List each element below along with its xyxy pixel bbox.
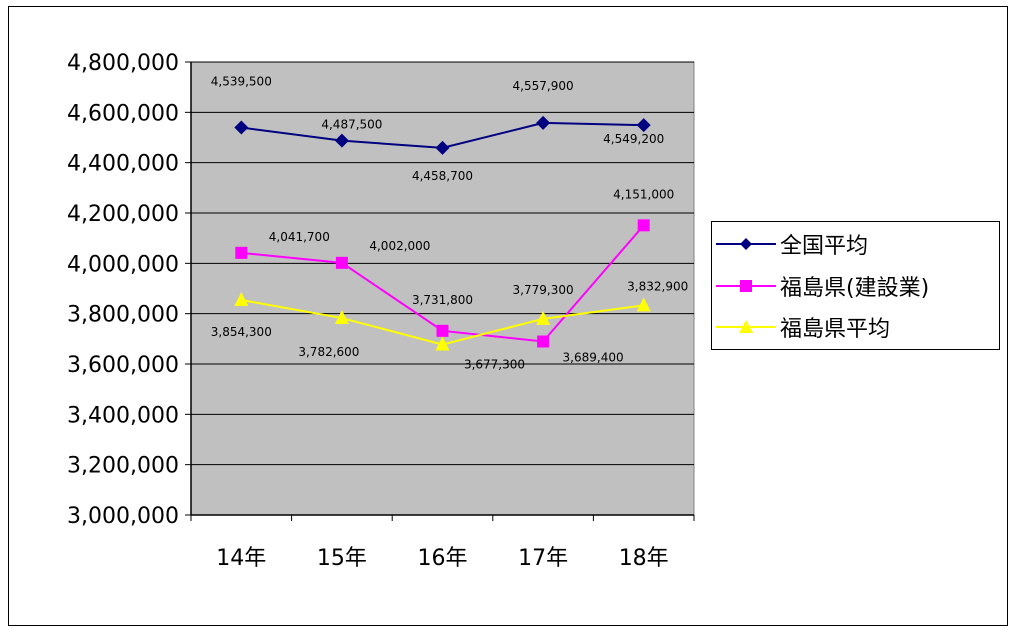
data-label: 3,854,300 <box>211 325 272 339</box>
x-tick-label: 16年 <box>418 546 468 571</box>
data-point-triangle <box>636 297 651 312</box>
data-label: 4,549,200 <box>603 132 664 146</box>
y-tick-label: 3,200,000 <box>67 454 179 479</box>
data-label: 4,041,700 <box>269 230 330 244</box>
legend-item-national-average: 全国平均 <box>712 224 868 264</box>
x-tick-label: 18年 <box>619 546 669 571</box>
y-tick-label: 4,800,000 <box>67 51 179 76</box>
y-tick-label: 4,200,000 <box>67 202 179 227</box>
data-label: 4,487,500 <box>321 118 382 132</box>
x-tick-label: 14年 <box>216 546 266 571</box>
legend-item-fukushima-average: 福島県平均 <box>712 307 890 347</box>
y-tick-label: 3,000,000 <box>67 504 179 529</box>
data-point-triangle <box>334 310 349 325</box>
legend: 全国平均 福島県(建設業) 福島県平均 <box>711 221 1000 350</box>
data-label: 3,779,300 <box>513 283 574 297</box>
line-chart: 3,000,000 3,200,000 3,400,000 3,600,000 3,80… <box>67 51 695 571</box>
data-point-diamond <box>334 133 349 148</box>
legend-label: 全国平均 <box>780 234 869 259</box>
data-point-square <box>436 324 449 337</box>
legend-label: 福島県(建設業) <box>780 276 930 301</box>
data-point-square <box>235 246 248 259</box>
data-label: 3,731,800 <box>412 293 473 307</box>
data-label: 4,002,000 <box>369 239 430 253</box>
y-tick-label: 3,600,000 <box>67 353 179 378</box>
data-label: 4,458,700 <box>412 169 473 183</box>
legend-key-square-icon <box>716 280 776 292</box>
legend-key-diamond-icon <box>716 238 776 250</box>
data-label: 4,151,000 <box>613 187 674 201</box>
data-label: 3,689,400 <box>563 351 624 365</box>
y-tick-label: 3,800,000 <box>67 303 179 328</box>
legend-label: 福島県平均 <box>780 317 891 342</box>
data-point-triangle <box>435 336 450 351</box>
data-point-diamond <box>435 140 450 155</box>
y-tick-label: 4,400,000 <box>67 152 179 177</box>
y-tick-label: 4,600,000 <box>67 101 179 126</box>
y-tick-label: 3,400,000 <box>67 403 179 428</box>
data-point-diamond <box>636 118 651 133</box>
data-point-square <box>537 335 550 348</box>
legend-item-fukushima-construction: 福島県(建設業) <box>712 266 929 306</box>
data-point-triangle <box>536 310 551 325</box>
legend-key-triangle-icon <box>716 320 776 333</box>
data-point-diamond <box>234 120 249 135</box>
data-label: 3,832,900 <box>627 279 688 293</box>
x-tick-label: 17年 <box>518 546 568 571</box>
data-label: 4,557,900 <box>513 79 574 93</box>
data-label: 3,782,600 <box>298 345 359 359</box>
data-point-square <box>335 256 348 269</box>
data-label: 3,677,300 <box>464 358 525 372</box>
x-tick-label: 15年 <box>317 546 367 571</box>
data-label: 4,539,500 <box>211 75 272 89</box>
data-point-square <box>637 219 650 232</box>
plot-area <box>190 61 695 516</box>
data-point-triangle <box>234 292 249 307</box>
y-tick-label: 4,000,000 <box>67 252 179 277</box>
data-point-diamond <box>536 115 551 130</box>
